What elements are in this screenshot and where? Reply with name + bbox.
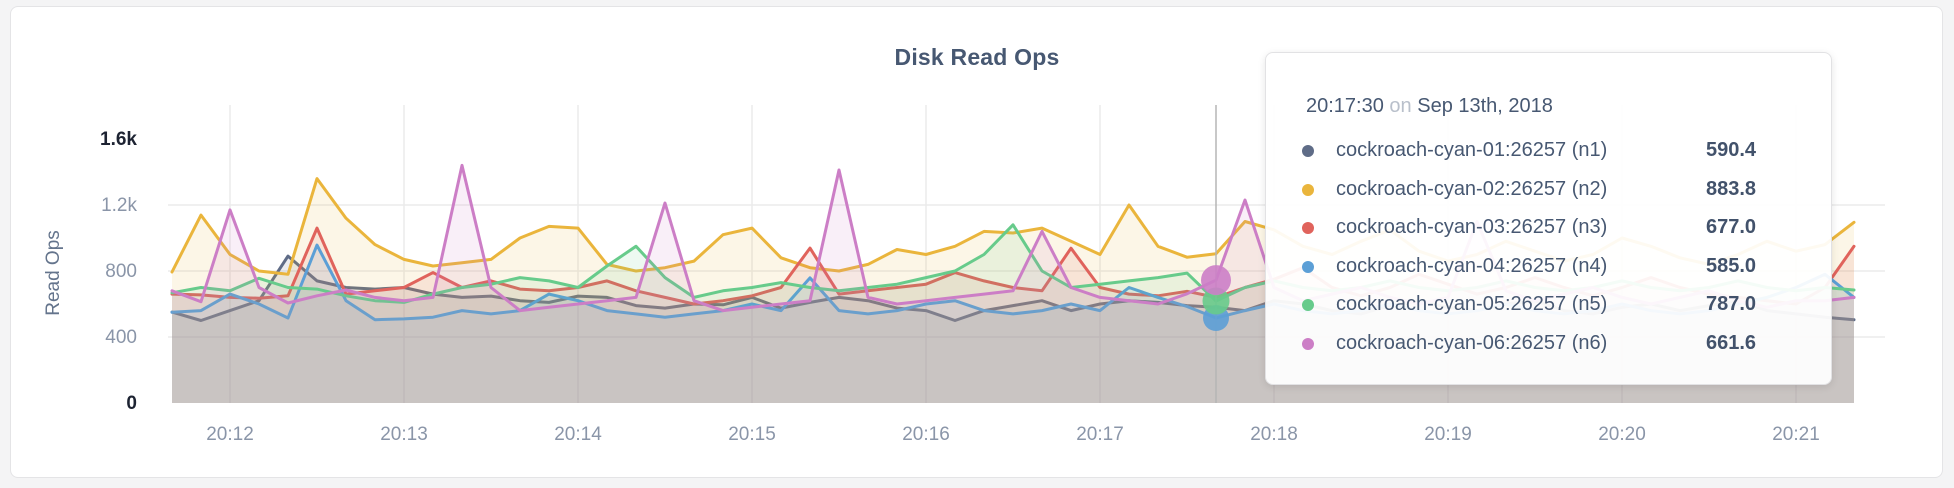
x-tick-label: 20:14	[554, 424, 602, 445]
x-tick-label: 20:18	[1250, 424, 1298, 445]
y-tick-label: 400	[105, 327, 137, 348]
tooltip-series-value: 677.0	[1706, 216, 1757, 238]
series-dot-icon	[1302, 299, 1314, 311]
series-dot-icon	[1302, 222, 1314, 234]
tooltip-series-name: cockroach-cyan-03:26257 (n3)	[1336, 216, 1608, 238]
tooltip-title: 20:17:30 on Sep 13th, 2018	[1306, 95, 1553, 118]
tooltip-series-value: 787.0	[1706, 293, 1757, 315]
tooltip-series-value: 661.6	[1706, 331, 1757, 354]
tooltip-row: cockroach-cyan-05:26257 (n5) 787.0	[1266, 292, 1831, 318]
tooltip-date: Sep 13th, 2018	[1417, 95, 1553, 117]
x-tick-label: 20:12	[206, 424, 254, 445]
hover-dot-n5	[1202, 287, 1230, 315]
tooltip-series-name: cockroach-cyan-02:26257 (n2)	[1336, 177, 1608, 200]
x-tick-label: 20:16	[902, 424, 950, 445]
tooltip-series-name: cockroach-cyan-04:26257 (n4)	[1336, 254, 1608, 277]
tooltip-series-name: cockroach-cyan-05:26257 (n5)	[1336, 293, 1608, 315]
series-dot-icon	[1302, 337, 1314, 350]
series-dot-icon	[1302, 260, 1314, 273]
series-dot-icon	[1302, 145, 1314, 157]
tooltip-series-name: cockroach-cyan-01:26257 (n1)	[1336, 139, 1608, 161]
tooltip-series-value: 585.0	[1706, 254, 1757, 277]
y-tick-label: 0	[126, 393, 137, 414]
tooltip-row: cockroach-cyan-01:26257 (n1) 590.4	[1266, 138, 1831, 164]
tooltip-row: cockroach-cyan-06:26257 (n6) 661.6	[1266, 331, 1831, 357]
tooltip-series-value: 590.4	[1706, 139, 1757, 161]
y-tick-label: 800	[105, 261, 137, 282]
tooltip-time: 20:17:30	[1306, 95, 1384, 117]
y-tick-label: 1.2k	[101, 195, 137, 216]
tooltip-series-value: 883.8	[1706, 177, 1757, 200]
y-tick-label: 1.6k	[100, 129, 137, 150]
x-tick-label: 20:13	[380, 424, 428, 445]
tooltip-connector: on	[1389, 95, 1412, 117]
hover-dot-n6	[1201, 265, 1231, 296]
x-tick-label: 20:21	[1772, 424, 1820, 445]
tooltip-row: cockroach-cyan-03:26257 (n3) 677.0	[1266, 215, 1831, 241]
tooltip-series-name: cockroach-cyan-06:26257 (n6)	[1336, 331, 1608, 354]
chart-tooltip: 20:17:30 on Sep 13th, 2018 cockroach-cya…	[1265, 52, 1832, 385]
x-tick-label: 20:15	[728, 424, 776, 445]
tooltip-row: cockroach-cyan-02:26257 (n2) 883.8	[1266, 177, 1831, 203]
chart-title: Disk Read Ops	[894, 44, 1060, 70]
series-dot-icon	[1302, 183, 1314, 196]
x-tick-label: 20:19	[1424, 424, 1472, 445]
x-tick-label: 20:17	[1076, 424, 1124, 445]
x-tick-label: 20:20	[1598, 424, 1646, 445]
tooltip-row: cockroach-cyan-04:26257 (n4) 585.0	[1266, 254, 1831, 280]
